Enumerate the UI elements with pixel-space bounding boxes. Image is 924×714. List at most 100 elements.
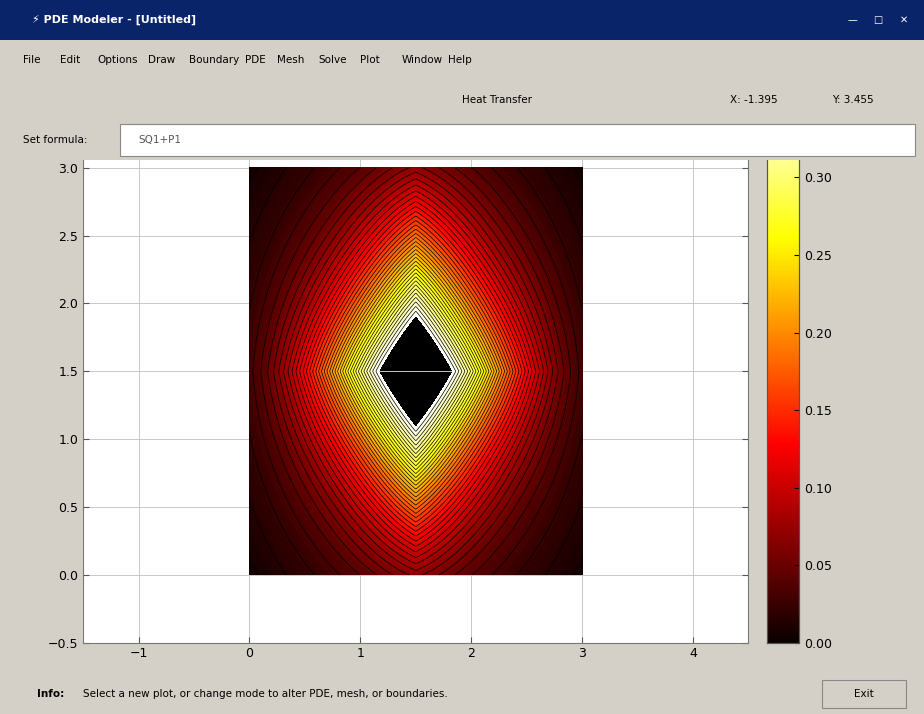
Point	[242, 569, 257, 580]
Point	[242, 569, 257, 580]
Point	[242, 569, 257, 580]
Text: Help: Help	[448, 55, 472, 65]
Point	[242, 569, 257, 580]
Point	[242, 569, 257, 580]
Point	[242, 569, 257, 580]
Point	[242, 569, 257, 580]
Point	[242, 569, 257, 580]
Point	[242, 569, 257, 580]
Point	[242, 569, 257, 580]
Text: Options: Options	[97, 55, 138, 65]
Point	[242, 569, 257, 580]
Point	[242, 569, 257, 580]
Point	[242, 569, 257, 580]
Point	[242, 569, 257, 580]
Point	[242, 569, 257, 580]
Text: Y: 3.455: Y: 3.455	[832, 95, 873, 105]
Text: Boundary: Boundary	[189, 55, 239, 65]
Point	[242, 569, 257, 580]
Point	[242, 569, 257, 580]
Point	[242, 569, 257, 580]
Point	[242, 569, 257, 580]
Text: Info:: Info:	[37, 689, 64, 699]
Point	[242, 569, 257, 580]
Point	[242, 569, 257, 580]
Point	[242, 569, 257, 580]
Point	[242, 569, 257, 580]
Point	[242, 569, 257, 580]
Point	[242, 569, 257, 580]
Point	[242, 569, 257, 580]
Point	[242, 569, 257, 580]
Point	[242, 569, 257, 580]
Text: X: -1.395: X: -1.395	[730, 95, 778, 105]
Point	[242, 569, 257, 580]
Point	[242, 569, 257, 580]
Point	[242, 569, 257, 580]
Text: Draw: Draw	[148, 55, 175, 65]
Point	[242, 569, 257, 580]
Point	[242, 569, 257, 580]
Point	[242, 569, 257, 580]
Text: Select a new plot, or change mode to alter PDE, mesh, or boundaries.: Select a new plot, or change mode to alt…	[83, 689, 448, 699]
Point	[242, 569, 257, 580]
Point	[242, 569, 257, 580]
Text: ⚡ PDE Modeler - [Untitled]: ⚡ PDE Modeler - [Untitled]	[32, 15, 197, 25]
Bar	[249, 168, 582, 575]
Point	[242, 569, 257, 580]
Point	[242, 569, 257, 580]
Point	[242, 569, 257, 580]
Point	[242, 569, 257, 580]
Point	[242, 569, 257, 580]
Point	[242, 569, 257, 580]
Text: ✕: ✕	[900, 15, 907, 25]
Point	[242, 569, 257, 580]
Point	[242, 569, 257, 580]
Text: Plot: Plot	[360, 55, 380, 65]
Point	[242, 569, 257, 580]
Title: Time=0.1   Color: T: Time=0.1 Color: T	[334, 80, 498, 95]
Point	[242, 569, 257, 580]
Point	[242, 569, 257, 580]
Point	[242, 569, 257, 580]
Point	[242, 569, 257, 580]
Point	[242, 569, 257, 580]
Point	[242, 569, 257, 580]
Point	[242, 569, 257, 580]
Point	[242, 569, 257, 580]
Point	[242, 569, 257, 580]
Point	[242, 569, 257, 580]
Point	[242, 569, 257, 580]
Point	[242, 569, 257, 580]
Point	[242, 569, 257, 580]
Point	[242, 569, 257, 580]
Point	[242, 569, 257, 580]
Point	[242, 569, 257, 580]
Text: Window: Window	[402, 55, 444, 65]
Point	[242, 569, 257, 580]
Point	[242, 569, 257, 580]
Point	[242, 569, 257, 580]
Text: PDE: PDE	[245, 55, 265, 65]
Point	[242, 569, 257, 580]
Text: Set formula:: Set formula:	[23, 135, 88, 145]
Point	[242, 569, 257, 580]
Point	[242, 569, 257, 580]
Point	[242, 569, 257, 580]
Point	[242, 569, 257, 580]
Text: □: □	[873, 15, 882, 25]
Point	[242, 569, 257, 580]
Point	[242, 569, 257, 580]
Point	[242, 569, 257, 580]
FancyBboxPatch shape	[822, 680, 906, 708]
Point	[242, 569, 257, 580]
Point	[242, 569, 257, 580]
Point	[242, 569, 257, 580]
Text: Exit: Exit	[854, 689, 874, 699]
Point	[242, 569, 257, 580]
Point	[242, 569, 257, 580]
Point	[242, 569, 257, 580]
Point	[242, 569, 257, 580]
Point	[242, 569, 257, 580]
Point	[242, 569, 257, 580]
